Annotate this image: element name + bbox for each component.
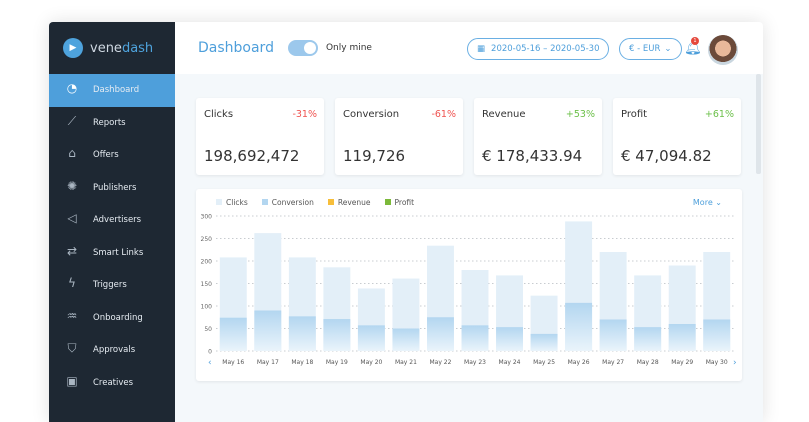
header: Dashboard Only mine ▦ 2020-05-16 – 2020-0… xyxy=(175,22,763,74)
bar-conversion[interactable] xyxy=(288,316,316,351)
y-tick-label: 0 xyxy=(208,349,212,356)
x-tick-label: May 20 xyxy=(360,359,382,366)
bar-conversion[interactable] xyxy=(530,333,558,351)
chevron-down-icon: ⌄ xyxy=(664,44,672,54)
bar-conversion[interactable] xyxy=(565,302,593,351)
stat-value: € 47,094.82 xyxy=(621,147,712,165)
bar-conversion[interactable] xyxy=(599,319,627,352)
sidebar-item-smart-links[interactable]: ⇄ Smart Links xyxy=(49,237,175,270)
bar-conversion[interactable] xyxy=(703,319,731,352)
sidebar-item-dashboard[interactable]: ◔ Dashboard xyxy=(49,74,175,107)
chevron-down-icon: ⌄ xyxy=(715,198,722,207)
shuffle-icon: ⇄ xyxy=(66,243,78,258)
x-tick-label: May 19 xyxy=(326,359,348,366)
stat-card-conversion: Conversion -61% 119,726 xyxy=(335,98,463,175)
x-tick-label: May 23 xyxy=(464,359,486,366)
x-tick-label: May 27 xyxy=(602,359,624,366)
change-badge: -61% xyxy=(431,109,456,120)
network-icon: ✺ xyxy=(66,178,78,193)
sidebar-item-publishers[interactable]: ✺ Publishers xyxy=(49,172,175,205)
avatar[interactable] xyxy=(708,35,738,65)
x-tick-label: May 18 xyxy=(291,359,313,366)
sidebar-item-reports[interactable]: ⟋ Reports xyxy=(49,107,175,140)
y-tick-label: 300 xyxy=(201,214,213,221)
currency-select[interactable]: € - EUR ⌄ xyxy=(619,38,682,60)
page-title: Dashboard xyxy=(198,40,274,56)
sidebar-item-onboarding[interactable]: ♒ Onboarding xyxy=(49,302,175,335)
toggle-label: Only mine xyxy=(325,43,372,53)
image-icon: ▣ xyxy=(66,373,78,388)
x-tick-label: May 22 xyxy=(429,359,451,366)
bar-conversion[interactable] xyxy=(357,325,385,351)
legend-item[interactable]: Revenue xyxy=(327,198,371,207)
chart-line-icon: ⟋ xyxy=(67,113,77,128)
legend-item[interactable]: Profit xyxy=(384,198,414,207)
x-tick-label: May 21 xyxy=(395,359,417,366)
bar-chart: 0 50 100 150 200 250 300 May 16 May 17 May 18 May … xyxy=(201,214,737,369)
x-tick-label: May 25 xyxy=(533,359,555,366)
sidebar: ▶ vene dash ◔ Dashboard ⟋ Reports ⌂ Offers ✺ Publ… xyxy=(49,22,175,422)
chart-legend: Clicks Conversion Revenue Profit xyxy=(216,198,414,207)
sidebar-item-creatives[interactable]: ▣ Creatives xyxy=(49,367,175,400)
app-window: ▶ vene dash ◔ Dashboard ⟋ Reports ⌂ Offers ✺ Publ… xyxy=(49,22,763,422)
handshake-icon: ♒ xyxy=(66,308,78,323)
bar-conversion[interactable] xyxy=(392,328,420,352)
megaphone-icon: ◁ xyxy=(67,211,77,226)
sidebar-item-offers[interactable]: ⌂ Offers xyxy=(49,139,175,172)
stat-card-clicks: Clicks -31% 198,692,472 xyxy=(196,98,324,175)
stat-value: 198,692,472 xyxy=(204,147,300,165)
calendar-icon: ▦ xyxy=(477,44,486,54)
bell-icon[interactable]: 🔔︎ 1 xyxy=(684,37,702,56)
chevron-left-icon[interactable]: ‹ xyxy=(208,358,212,368)
change-badge: +53% xyxy=(565,109,595,120)
logo[interactable]: ▶ vene dash xyxy=(49,22,175,74)
lightning-icon: ϟ xyxy=(68,276,76,291)
chart-panel: Clicks Conversion Revenue Profit More ⌄ 0 50… xyxy=(196,189,742,381)
chevron-right-icon[interactable]: › xyxy=(733,358,737,368)
x-tick-label: May 29 xyxy=(671,359,693,366)
only-mine-toggle[interactable] xyxy=(287,40,318,56)
more-button[interactable]: More ⌄ xyxy=(692,198,722,207)
x-tick-label: May 17 xyxy=(257,359,279,366)
y-tick-label: 50 xyxy=(204,326,212,333)
legend-item[interactable]: Clicks xyxy=(216,198,248,207)
tag-icon: ⌂ xyxy=(68,146,76,161)
x-tick-label: May 16 xyxy=(222,359,244,366)
bar-conversion[interactable] xyxy=(496,327,524,351)
change-badge: -31% xyxy=(292,109,317,120)
y-tick-label: 100 xyxy=(201,304,213,311)
y-tick-label: 150 xyxy=(201,281,213,288)
sidebar-item-advertisers[interactable]: ◁ Advertisers xyxy=(49,204,175,237)
notification-badge: 1 xyxy=(691,37,699,45)
bar-conversion[interactable] xyxy=(461,325,489,351)
bar-conversion[interactable] xyxy=(634,327,662,351)
y-tick-label: 200 xyxy=(201,259,213,266)
sidebar-item-triggers[interactable]: ϟ Triggers xyxy=(49,269,175,302)
logo-icon: ▶ xyxy=(63,38,83,58)
change-badge: +61% xyxy=(704,109,734,120)
scrollbar[interactable] xyxy=(756,74,761,174)
shield-check-icon: ⛉ xyxy=(67,341,77,356)
gauge-icon: ◔ xyxy=(66,81,78,96)
bar-conversion[interactable] xyxy=(426,317,454,351)
x-tick-label: May 26 xyxy=(568,359,590,366)
bar-conversion[interactable] xyxy=(323,319,351,351)
sidebar-item-approvals[interactable]: ⛉ Approvals xyxy=(49,334,175,367)
bar-conversion[interactable] xyxy=(219,317,247,351)
x-tick-label: May 24 xyxy=(499,359,521,366)
stat-value: € 178,433.94 xyxy=(482,147,583,165)
stat-value: 119,726 xyxy=(343,147,406,165)
bar-conversion[interactable] xyxy=(254,310,282,352)
y-tick-label: 250 xyxy=(201,236,213,243)
date-range-picker[interactable]: ▦ 2020-05-16 – 2020-05-30 xyxy=(467,38,610,60)
stat-card-revenue: Revenue +53% € 178,433.94 xyxy=(474,98,602,175)
x-tick-label: May 28 xyxy=(637,359,659,366)
stat-card-profit: Profit +61% € 47,094.82 xyxy=(613,98,741,175)
bar-conversion[interactable] xyxy=(668,324,696,351)
x-tick-label: May 30 xyxy=(706,359,728,366)
legend-item[interactable]: Conversion xyxy=(261,198,314,207)
